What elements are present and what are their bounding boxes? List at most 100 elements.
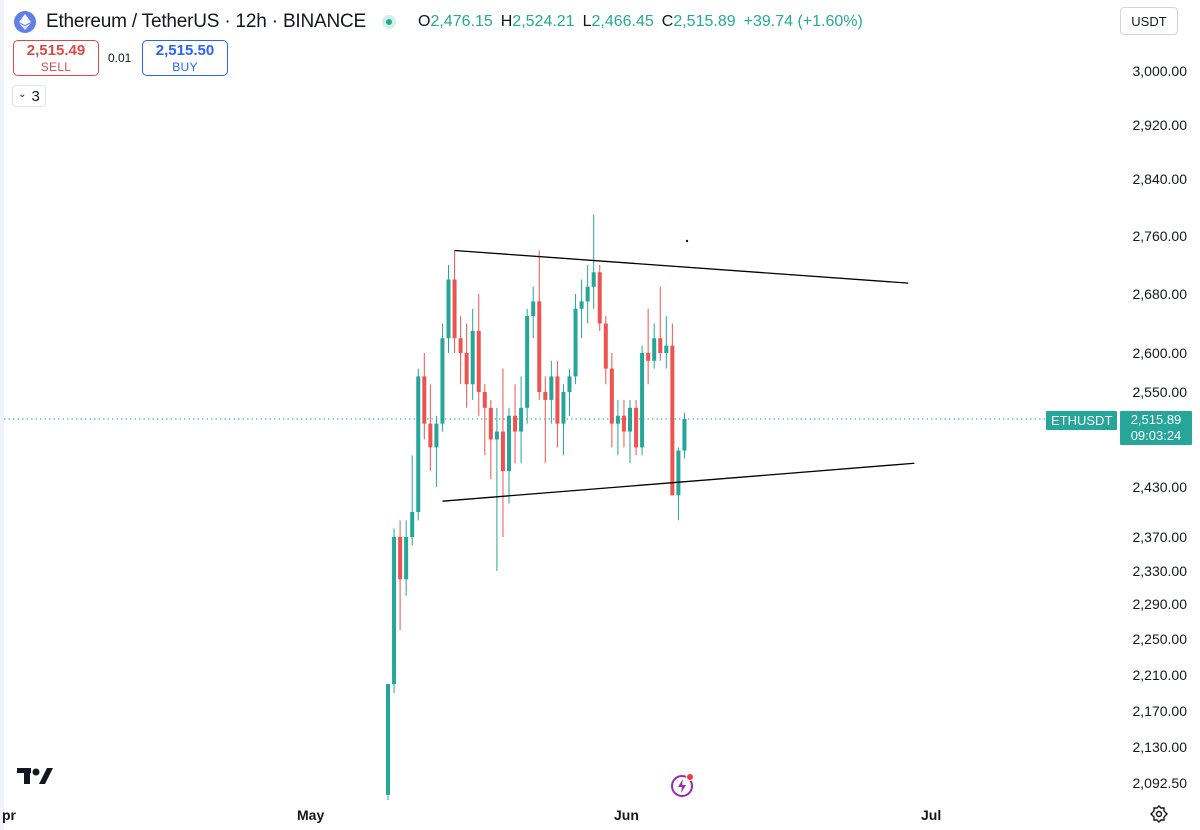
low-value: 2,466.45 [591,13,654,30]
candle-body [634,407,639,448]
candle-body [567,376,572,392]
candle-body [452,279,457,339]
candle-body [428,423,433,448]
candle-body [537,301,542,392]
time-tick-may: May [297,807,325,823]
price-chart[interactable] [0,0,1110,800]
ethereum-icon [14,11,36,33]
buy-price: 2,515.50 [155,42,215,59]
last-price: 2,515.89 [1130,412,1182,427]
candle-body [682,418,687,451]
candle-body [555,376,560,424]
candle-body [603,323,608,369]
price-axis-tick: 2,170.00 [1132,703,1188,719]
candle-body [398,537,403,580]
candle-body [507,415,511,472]
candle-body [458,338,463,353]
time-tick-jul: Jul [921,807,942,823]
candle-body [621,415,626,432]
candle-body [404,537,409,580]
candle-body [392,537,397,684]
price-axis-tick: 2,210.00 [1132,667,1188,683]
candle-body [470,330,475,385]
candle-body [410,512,415,537]
candle-body [658,338,663,353]
price-axis-tick: 2,250.00 [1132,631,1188,647]
bar-countdown: 09:03:24 [1130,428,1182,443]
candle-body [676,450,681,496]
close-value: 2,515.89 [673,13,736,30]
settings-gear-icon[interactable] [1150,805,1168,828]
trendline-lower [442,462,915,502]
candle-body [579,301,584,309]
candle-body [670,345,675,496]
sell-price: 2,515.49 [26,42,86,59]
candle-body [573,308,578,377]
price-axis-tick: 2,680.00 [1132,286,1188,302]
symbol-badge: ETHUSDT [1046,411,1118,430]
candle-body [652,338,657,361]
buy-label: BUY [172,60,198,74]
candle-body [591,272,596,287]
open-value: 2,476.15 [430,13,493,30]
candle-body [525,316,530,408]
price-axis-tick: 2,330.00 [1132,563,1188,579]
lightning-notification-icon[interactable] [670,772,696,803]
tradingview-logo-icon[interactable] [17,766,53,789]
price-axis-tick: 2,550.00 [1132,384,1188,400]
price-axis-tick: 2,920.00 [1132,117,1188,133]
candle-body [422,376,427,424]
candle-body [464,353,469,385]
price-axis-tick: 2,760.00 [1132,228,1188,244]
open-key: O [418,13,431,30]
candle-body [446,279,451,339]
candle-body [476,330,481,392]
trendline-upper [454,249,909,284]
candle-body [549,376,554,400]
candle-body [561,392,566,424]
price-axis-tick: 2,430.00 [1132,479,1188,495]
candle-body [531,301,536,317]
ohlc-values: O2,476.15 H2,524.21 L2,466.45 C2,515.89 … [418,13,863,31]
currency-selector[interactable]: USDT [1120,7,1178,35]
price-axis-tick: 2,840.00 [1132,171,1188,187]
candle-body [416,376,421,512]
candle-body [615,415,620,424]
candle-body [513,415,518,432]
price-axis-tick: 3,000.00 [1132,63,1188,79]
sell-button[interactable]: 2,515.49 SELL [13,40,99,76]
candle-body [494,431,499,440]
chart-dot [685,239,689,243]
candle-body [386,684,390,795]
price-axis-tick: 2,600.00 [1132,345,1188,361]
indicators-toggle-button[interactable]: ⌄ 3 [12,85,46,107]
chart-header: Ethereum / TetherUS · 12h · BINANCE O2,4… [14,8,863,36]
candle-body [585,286,590,302]
high-key: H [500,13,513,30]
candle-body [640,353,645,448]
candle-body [500,431,505,472]
candle-body [519,407,524,432]
candle-body [440,338,445,424]
close-key: C [661,13,674,30]
candle-body [434,423,439,448]
high-value: 2,524.21 [512,13,575,30]
spread-value: 0.01 [108,51,132,65]
candle-body [488,407,493,440]
sell-label: SELL [40,60,72,74]
last-price-badge: 2,515.89 09:03:24 [1120,411,1192,445]
candle-body [543,392,548,400]
time-tick-jun: Jun [614,807,639,823]
candle-body [482,392,487,408]
buy-button[interactable]: 2,515.50 BUY [142,40,228,76]
symbol-title[interactable]: Ethereum / TetherUS · 12h · BINANCE [46,11,366,32]
chevron-down-icon: ⌄ [18,89,27,100]
price-axis-tick: 2,092.50 [1132,775,1188,791]
low-key: L [582,13,592,30]
indicators-count: 3 [31,87,40,105]
candle-body [609,368,614,424]
market-status-icon[interactable] [382,15,396,29]
price-axis-tick: 2,370.00 [1132,529,1188,545]
time-tick-apr: pr [2,807,16,823]
